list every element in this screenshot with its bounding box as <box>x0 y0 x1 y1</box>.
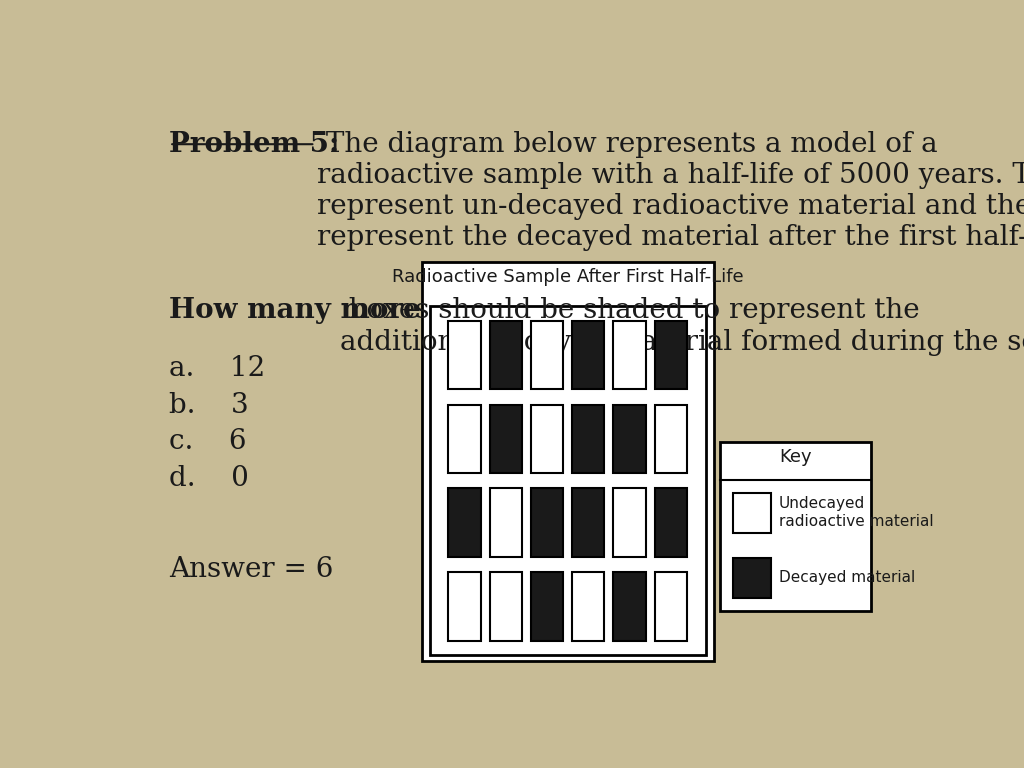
Text: c.    6: c. 6 <box>169 428 247 455</box>
FancyBboxPatch shape <box>449 321 480 389</box>
Text: b.    3: b. 3 <box>169 392 249 419</box>
FancyBboxPatch shape <box>489 321 522 389</box>
Text: Answer = 6: Answer = 6 <box>169 556 334 584</box>
Text: d.    0: d. 0 <box>169 465 249 492</box>
FancyBboxPatch shape <box>489 488 522 557</box>
Text: Key: Key <box>779 449 812 466</box>
FancyBboxPatch shape <box>430 306 706 655</box>
FancyBboxPatch shape <box>449 572 480 641</box>
FancyBboxPatch shape <box>613 488 646 557</box>
FancyBboxPatch shape <box>613 572 646 641</box>
FancyBboxPatch shape <box>530 572 563 641</box>
FancyBboxPatch shape <box>572 488 604 557</box>
FancyBboxPatch shape <box>613 405 646 473</box>
FancyBboxPatch shape <box>530 405 563 473</box>
FancyBboxPatch shape <box>449 405 480 473</box>
FancyBboxPatch shape <box>489 572 522 641</box>
FancyBboxPatch shape <box>422 262 714 661</box>
FancyBboxPatch shape <box>720 442 870 611</box>
Text: The diagram below represents a model of a
radioactive sample with a half-life of: The diagram below represents a model of … <box>316 131 1024 251</box>
Text: Radioactive Sample After First Half-Life: Radioactive Sample After First Half-Life <box>392 268 743 286</box>
FancyBboxPatch shape <box>572 572 604 641</box>
Text: a.    12: a. 12 <box>169 356 265 382</box>
FancyBboxPatch shape <box>654 321 687 389</box>
FancyBboxPatch shape <box>654 405 687 473</box>
FancyBboxPatch shape <box>530 321 563 389</box>
FancyBboxPatch shape <box>613 321 646 389</box>
FancyBboxPatch shape <box>572 405 604 473</box>
FancyBboxPatch shape <box>572 321 604 389</box>
FancyBboxPatch shape <box>489 405 522 473</box>
Text: How many more: How many more <box>169 297 421 324</box>
Text: Problem 5:: Problem 5: <box>169 131 339 157</box>
FancyBboxPatch shape <box>654 572 687 641</box>
FancyBboxPatch shape <box>530 488 563 557</box>
FancyBboxPatch shape <box>449 488 480 557</box>
FancyBboxPatch shape <box>733 558 771 598</box>
Text: Decayed material: Decayed material <box>779 570 915 585</box>
FancyBboxPatch shape <box>654 488 687 557</box>
Text: boxes should be shaded to represent the
additional decayed material formed durin: boxes should be shaded to represent the … <box>340 297 1024 356</box>
FancyBboxPatch shape <box>733 492 771 533</box>
Text: Undecayed
radioactive material: Undecayed radioactive material <box>779 496 934 529</box>
